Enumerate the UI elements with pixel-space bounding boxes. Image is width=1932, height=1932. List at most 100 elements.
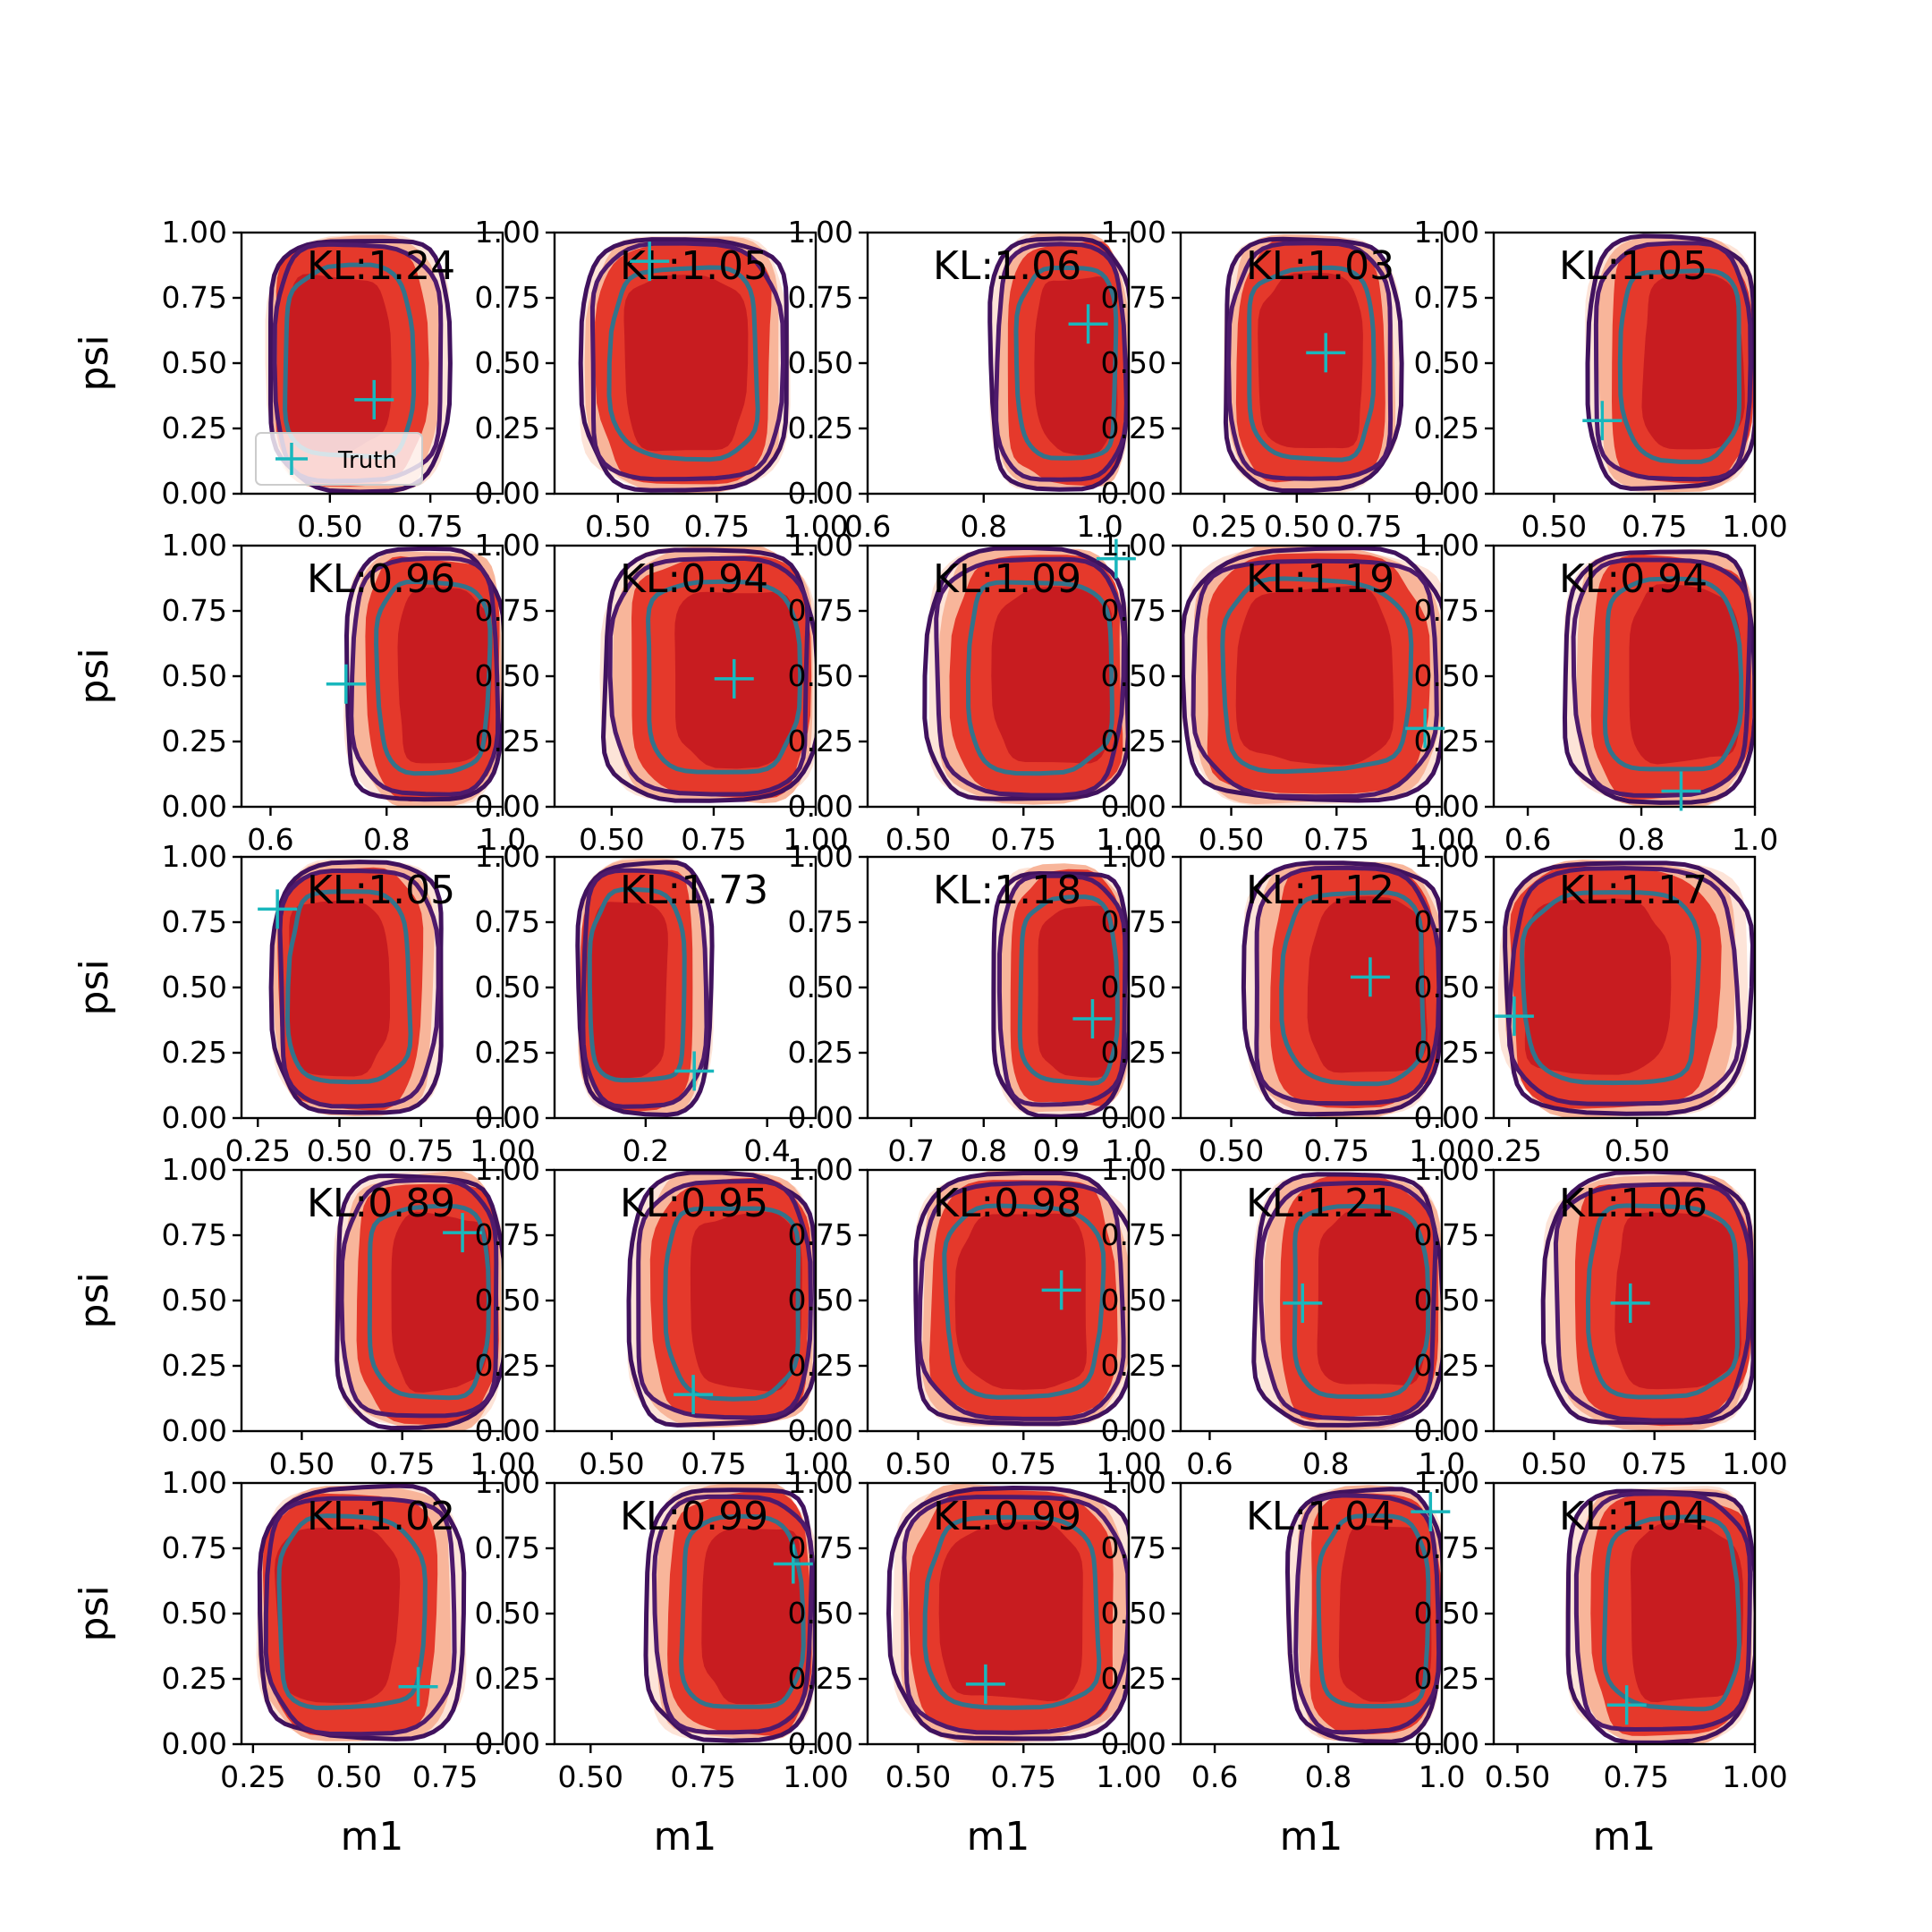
x-tick-label: 1.00 [1096,1759,1161,1794]
y-tick-label: 0.75 [1414,1530,1479,1565]
truth-marker [674,1375,714,1415]
x-tick-label: 1.00 [783,509,848,544]
kl-label: KL:1.02 [307,1494,455,1539]
y-tick-label: 0.00 [788,1100,853,1135]
density-fill-level-4 [391,1211,491,1393]
contour-outer [913,1170,1129,1427]
contour-inner [1316,1513,1431,1709]
density-fill-level-4 [991,586,1113,764]
kl-label: KL:1.09 [933,556,1081,602]
density-plot [265,233,453,494]
density-fill-level-4 [938,1521,1083,1701]
panel-3: 0.00 0.25 0.50 0.75 1.00 0.6 0.8 1.0 KL:1.06 [788,215,1131,544]
y-tick-label: 0.75 [475,904,540,939]
y-tick-label: 0.00 [1414,1726,1479,1761]
x-tick-label: 0.75 [681,822,746,857]
panel-24: 0.00 0.25 0.50 0.75 1.00 0.6 0.8 1.0 KL:1.04 m1 [1101,1465,1466,1860]
y-tick-label: 1.00 [162,1465,227,1500]
y-tick-label: 0.75 [475,593,540,628]
contour-inner [1585,1203,1740,1400]
kl-label: KL:1.05 [1559,243,1707,289]
y-tick-label: 0.25 [788,1035,853,1070]
truth-marker [443,1213,483,1253]
y-tick-label: 1.00 [162,215,227,250]
contour-outer [578,237,789,493]
y-tick-label: 0.50 [162,345,227,380]
y-tick-label: 0.25 [475,411,540,445]
kl-label: KL:0.95 [620,1181,768,1226]
contour-inner [679,1513,806,1709]
truth-marker [1610,1283,1650,1323]
y-tick-label: 0.50 [1414,970,1479,1004]
kl-label: KL:1.18 [933,868,1081,913]
y-tick-label: 0.25 [1101,411,1166,445]
y-tick-label: 1.00 [1414,1465,1479,1500]
truth-marker [714,658,754,699]
y-tick-label: 0.50 [475,658,540,693]
contour-outer [1284,1487,1442,1744]
density-fill-level-4 [1614,1212,1741,1390]
y-tick-label: 0.50 [1414,658,1479,693]
y-axis-label: psi [72,1272,117,1328]
contour-mid [607,555,810,797]
y-tick-label: 0.25 [162,411,227,445]
panel-23: 0.00 0.25 0.50 0.75 1.00 0.50 0.75 1.00 KL:0.99 m… [788,1465,1162,1860]
density-plot [987,233,1129,492]
y-tick-label: 0.75 [1101,1530,1166,1565]
y-tick-label: 0.75 [162,593,227,628]
panel-8: 0.00 0.25 0.50 0.75 1.00 0.50 0.75 1.00 KL:1.09 [788,528,1162,857]
contour-mid [1293,1493,1442,1735]
x-tick-label: 0.50 [1521,509,1587,544]
x-tick-label: 0.2 [623,1133,669,1168]
y-tick-label: 1.00 [162,1152,227,1187]
x-tick-label: 0.25 [1191,509,1257,544]
y-tick-label: 0.25 [162,1348,227,1383]
contour-mid [589,241,786,482]
y-tick-label: 0.50 [1101,345,1166,380]
x-tick-label: 0.25 [1476,1133,1541,1168]
x-tick-label: 0.75 [681,1446,746,1481]
density-fill-level-4 [288,901,390,1077]
contour-mid [1226,241,1394,481]
contour-mid [339,1177,499,1419]
contour-mid [994,242,1129,482]
x-tick-label: 1.00 [1722,1759,1787,1794]
y-tick-label: 0.00 [162,1100,227,1135]
y-tick-label: 0.50 [788,1283,853,1318]
y-tick-label: 0.75 [1101,1217,1166,1252]
x-axis-label: m1 [967,1814,1030,1860]
contour-outer [600,547,816,803]
density-plot [922,546,1129,805]
contour-mid [1254,865,1442,1106]
density-plot [343,546,503,807]
contour-mid [1506,866,1741,1106]
y-axis-label: psi [72,959,117,1015]
y-tick-label: 0.25 [1414,411,1479,445]
density-fill-level-4 [1629,583,1742,765]
density-fill-level-4 [1338,1524,1432,1702]
y-tick-label: 0.50 [1101,658,1166,693]
y-tick-label: 1.00 [475,1465,540,1500]
y-tick-label: 0.75 [788,593,853,628]
density-fill-level-4 [1641,274,1745,450]
y-tick-label: 0.75 [788,904,853,939]
density-plot [599,546,816,804]
x-tick-label: 0.50 [1521,1446,1587,1481]
panel-7: 0.00 0.25 0.50 0.75 1.00 0.50 0.75 1.00 KL:0.94 [475,528,849,857]
y-tick-label: 0.75 [162,904,227,939]
x-axis-label: m1 [654,1814,717,1860]
x-tick-label: 0.8 [1302,1446,1349,1481]
kl-label: KL:0.96 [307,556,455,602]
x-axis-label: m1 [1593,1814,1657,1860]
panel-12: 0.00 0.25 0.50 0.75 1.00 0.2 0.4 KL:1.73 [475,839,818,1168]
y-tick-label: 0.50 [1101,970,1166,1004]
x-tick-label: 0.50 [886,1446,951,1481]
y-tick-label: 0.25 [1101,1661,1166,1696]
y-tick-label: 1.00 [788,1465,853,1500]
contour-inner [1292,1203,1431,1400]
density-fill-level-4 [274,1527,401,1703]
truth-marker [1072,999,1113,1039]
y-axis-label: psi [72,648,117,704]
contour-outer [268,860,444,1115]
